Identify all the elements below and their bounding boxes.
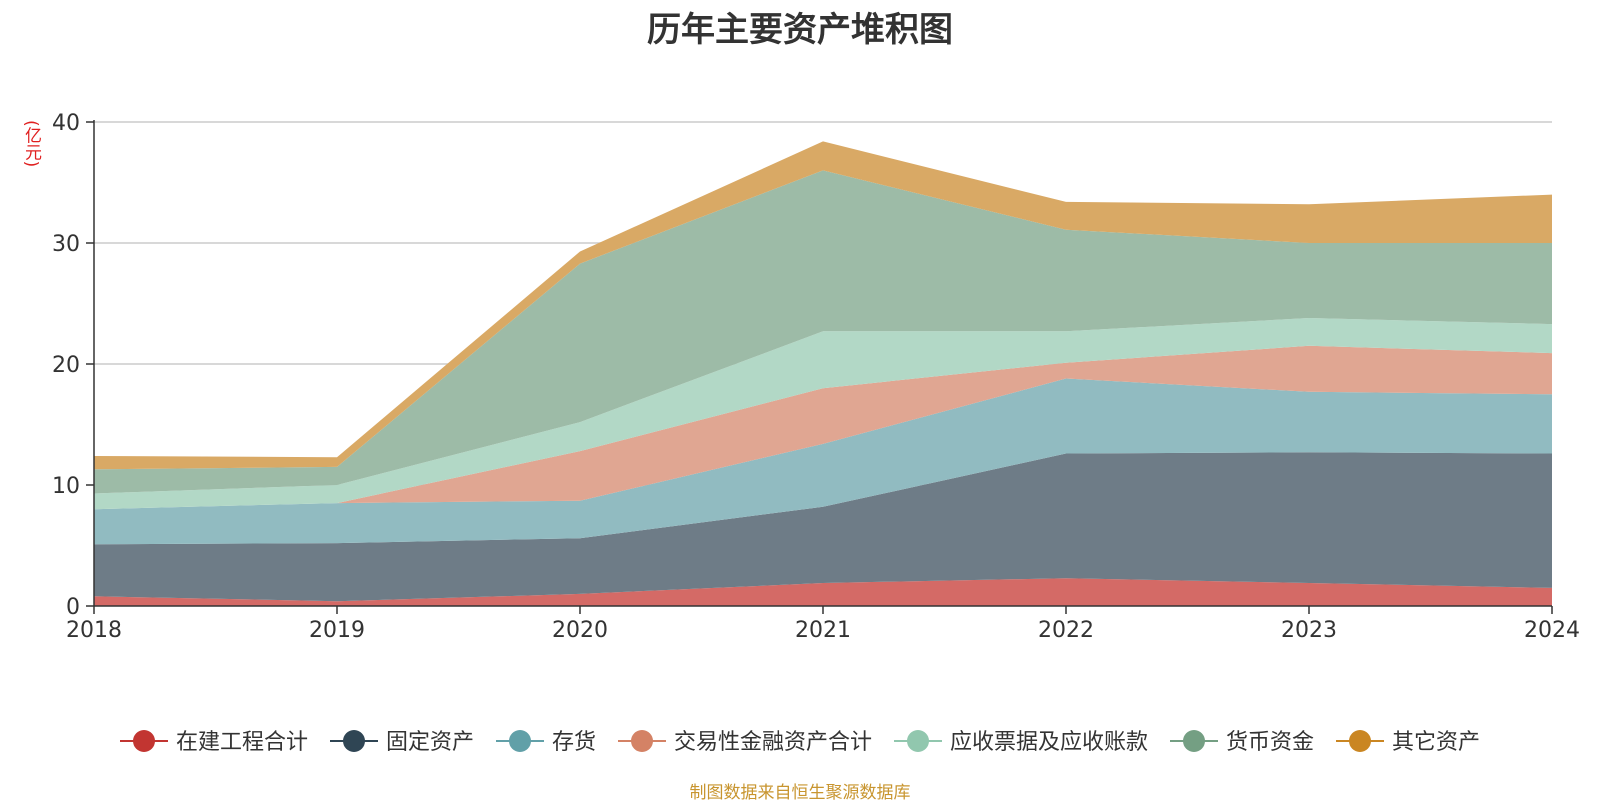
legend-item-5[interactable]: 货币资金 bbox=[1170, 730, 1314, 755]
legend-circle-icon bbox=[907, 730, 929, 752]
legend-label: 应收票据及应收账款 bbox=[950, 730, 1148, 755]
y-axis-unit-label: (亿元) bbox=[21, 120, 41, 168]
y-tick-label: 40 bbox=[52, 111, 80, 136]
x-tick-label: 2020 bbox=[552, 618, 608, 643]
x-tick-label: 2023 bbox=[1281, 618, 1337, 643]
legend-circle-icon bbox=[509, 730, 531, 752]
legend-label: 在建工程合计 bbox=[176, 730, 308, 755]
area-series-3 bbox=[94, 345, 1552, 510]
legend-item-3[interactable]: 交易性金融资产合计 bbox=[618, 730, 872, 755]
area-series-6 bbox=[94, 141, 1552, 470]
area-series-5 bbox=[94, 170, 1552, 494]
area-series-2 bbox=[94, 378, 1552, 545]
area-series-4 bbox=[94, 318, 1552, 510]
legend-circle-icon bbox=[1183, 730, 1205, 752]
legend: 在建工程合计 固定资产 存货 交易性金融资产合计 应收票据及应收账款 货币资金 其它资产 bbox=[120, 730, 1480, 755]
area-series-0 bbox=[94, 578, 1552, 606]
legend-item-0[interactable]: 在建工程合计 bbox=[120, 730, 308, 755]
y-tick-label: 20 bbox=[52, 353, 80, 378]
legend-item-4[interactable]: 应收票据及应收账款 bbox=[894, 730, 1148, 755]
legend-circle-icon bbox=[343, 730, 365, 752]
legend-label: 货币资金 bbox=[1226, 730, 1314, 755]
y-tick-label: 10 bbox=[52, 474, 80, 499]
legend-item-1[interactable]: 固定资产 bbox=[330, 730, 474, 755]
axes: 0 10 20 30 40 2018 2019 2020 2021 2022 2023 2024 bbox=[52, 111, 1580, 643]
y-tick-label: 30 bbox=[52, 232, 80, 257]
x-tick-label: 2024 bbox=[1524, 618, 1580, 643]
x-tick-label: 2018 bbox=[66, 618, 122, 643]
legend-circle-icon bbox=[1349, 730, 1371, 752]
legend-item-6[interactable]: 其它资产 bbox=[1336, 730, 1480, 755]
legend-circle-icon bbox=[631, 730, 653, 752]
legend-label: 固定资产 bbox=[386, 730, 474, 755]
legend-circle-icon bbox=[133, 730, 155, 752]
y-tick-label: 0 bbox=[66, 595, 80, 620]
legend-item-2[interactable]: 存货 bbox=[496, 730, 596, 755]
legend-label: 存货 bbox=[552, 730, 596, 755]
x-tick-label: 2021 bbox=[795, 618, 851, 643]
data-source-note: 制图数据来自恒生聚源数据库 bbox=[689, 783, 911, 803]
x-tick-label: 2019 bbox=[309, 618, 365, 643]
x-tick-label: 2022 bbox=[1038, 618, 1094, 643]
legend-label: 其它资产 bbox=[1392, 730, 1480, 755]
legend-label: 交易性金融资产合计 bbox=[674, 730, 872, 755]
area-series bbox=[94, 141, 1552, 606]
area-series-1 bbox=[94, 452, 1552, 602]
chart-title: 历年主要资产堆积图 bbox=[647, 10, 953, 50]
